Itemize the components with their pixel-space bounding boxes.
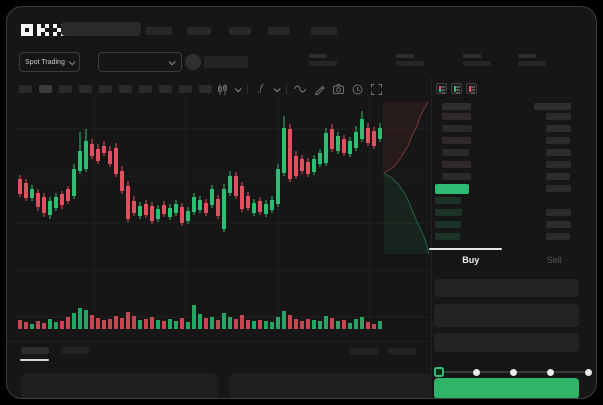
bid-amount[interactable] [546,209,571,216]
ask-amount[interactable] [546,125,571,132]
timeframe-button[interactable] [79,85,92,93]
screenshot-icon[interactable] [332,83,344,95]
book-bids-icon[interactable] [451,83,462,94]
bottom-tab[interactable] [61,347,89,354]
slider-stop[interactable] [547,368,555,376]
order-side-tabs: Buy Sell [429,252,596,268]
market-type-label: Spot Trading [25,58,65,66]
ticker-stat [309,54,337,66]
bottom-tab-active[interactable] [21,347,49,354]
ask-price[interactable] [442,173,471,180]
pair-selector-dropdown[interactable] [98,52,182,72]
timeframe-button[interactable] [199,85,212,93]
pair-name-placeholder [204,56,248,68]
ask-price[interactable] [442,149,469,156]
draw-icon[interactable] [313,83,325,95]
ask-price[interactable] [442,161,471,168]
panel-divider [431,77,432,398]
orders-panel-placeholder [21,373,218,398]
bottom-tab-indicator [20,359,49,361]
tab-buy[interactable]: Buy [462,255,480,265]
line-style-icon[interactable] [294,83,306,95]
candle-style-icon[interactable] [216,83,228,95]
okx-logo [21,24,65,36]
timeframe-button[interactable] [59,85,72,93]
tab-sell[interactable]: Sell [546,255,562,265]
timeframe-button[interactable] [139,85,152,93]
section-divider [7,341,431,342]
bid-price[interactable] [435,197,461,204]
timeframe-button[interactable] [159,85,172,93]
nav-item-placeholder[interactable] [311,27,337,35]
bid-price[interactable] [435,221,461,228]
timeframe-buttons [19,85,212,93]
history-icon[interactable] [351,83,363,95]
nav-item-placeholder[interactable] [268,27,290,35]
bid-amount[interactable] [546,221,571,228]
bottom-action-placeholder[interactable] [349,348,379,355]
last-price-badge[interactable] [435,184,469,194]
ask-amount[interactable] [546,113,571,120]
orderbook-view-toggles [436,83,477,94]
nav-item-placeholder[interactable] [187,27,211,35]
history-panel-placeholder [229,373,431,398]
timeframe-button[interactable] [19,85,32,93]
ask-price[interactable] [442,137,471,144]
ask-amount[interactable] [546,161,571,168]
slider-stop[interactable] [510,368,517,376]
book-asks-icon[interactable] [466,83,477,94]
ticker-stat [396,54,424,66]
ask-amount[interactable] [546,185,571,192]
book-both-icon[interactable] [436,83,447,94]
orderbook-header-price[interactable] [442,103,471,110]
amount-input[interactable] [434,304,579,327]
fullscreen-icon[interactable] [370,83,382,95]
chevron-down-icon [68,57,76,65]
market-type-dropdown[interactable]: Spot Trading [19,52,80,72]
brand-name: OKX [7,7,8,8]
active-tab-indicator [429,248,502,250]
bottom-action-placeholder[interactable] [388,348,416,355]
chart-tools: ƒ [208,81,382,97]
price-input[interactable] [434,279,579,297]
ticker-stat [463,54,491,66]
bid-price[interactable] [435,233,460,240]
coin-avatar[interactable] [185,54,201,70]
ask-amount[interactable] [546,137,570,144]
ask-amount[interactable] [546,149,571,156]
bid-price[interactable] [435,209,462,216]
slider-handle[interactable] [434,367,444,377]
buy-button[interactable] [434,378,579,398]
timeframe-button[interactable] [99,85,112,93]
bid-amount[interactable] [546,233,570,240]
nav-item-placeholder[interactable] [146,27,172,35]
timeframe-button[interactable] [179,85,192,93]
app-window: OKX Spot Trading ƒ [6,6,597,399]
timeframe-button[interactable] [39,85,52,93]
total-input[interactable] [434,333,579,352]
chevron-down-icon[interactable] [273,84,281,92]
chevron-down-icon[interactable] [234,84,242,92]
price-chart[interactable] [16,96,431,337]
timeframe-button[interactable] [119,85,132,93]
ask-amount[interactable] [546,173,570,180]
indicators-icon[interactable]: ƒ [259,84,263,94]
nav-item-placeholder[interactable] [229,27,251,35]
slider-stop[interactable] [472,368,480,376]
ticker-stat [518,54,546,66]
orderbook-header-amount[interactable] [534,103,571,110]
search-input[interactable] [61,22,141,36]
chevron-down-icon [168,57,176,65]
slider-stop[interactable] [584,368,592,376]
ask-price[interactable] [442,125,472,132]
ask-price[interactable] [442,113,471,120]
